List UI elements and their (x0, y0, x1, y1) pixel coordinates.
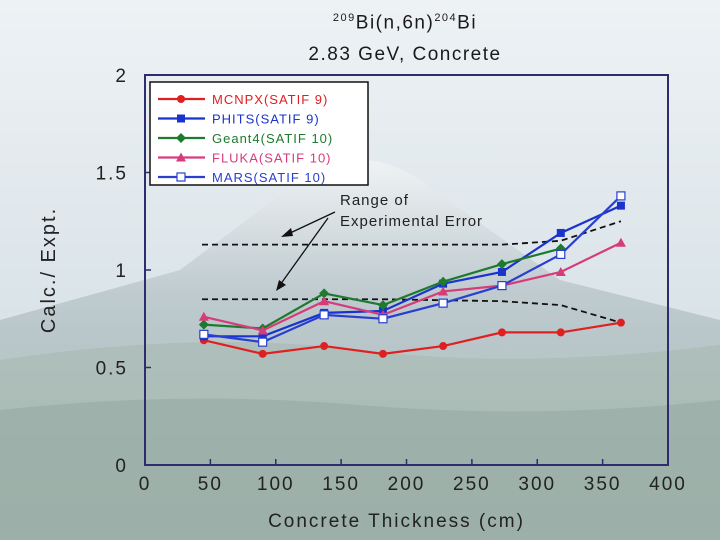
data-point (377, 300, 388, 311)
data-point (615, 237, 626, 247)
annotation-line1: Range of (340, 192, 409, 209)
data-point (497, 328, 506, 337)
chart-title: 209Bi(n,6n)204Bi (332, 12, 478, 34)
data-point (199, 329, 209, 339)
annotation-arrowhead (281, 228, 293, 237)
legend-label: FLUKA(SATIF 10) (212, 151, 332, 166)
legend-label: PHITS(SATIF 9) (212, 112, 320, 127)
annotation-line2: Experimental Error (340, 213, 483, 230)
x-tick-label: 300 (518, 474, 556, 495)
legend-label: Geant4(SATIF 10) (212, 131, 333, 146)
series-line (203, 241, 622, 332)
y-tick-label: 1 (115, 261, 128, 282)
x-tick-label: 100 (257, 474, 295, 495)
data-point (198, 319, 209, 330)
x-tick-label: 400 (649, 474, 687, 495)
data-point (176, 152, 186, 162)
y-axis-label: Calc./ Expt. (38, 207, 60, 333)
data-point (319, 296, 330, 306)
data-point (438, 276, 449, 287)
legend-label: MARS(SATIF 10) (212, 170, 326, 185)
y-tick-label: 2 (115, 66, 128, 87)
data-point (438, 298, 448, 308)
y-tick-label: 1.5 (96, 164, 128, 185)
data-point (556, 328, 565, 337)
data-point (497, 281, 507, 291)
series-line (203, 321, 622, 355)
data-point (319, 310, 329, 320)
data-point (177, 95, 185, 103)
annotation-arrow (287, 211, 336, 235)
data-point (556, 249, 566, 259)
data-point (496, 259, 507, 270)
error-range-upper (202, 220, 622, 246)
data-point (320, 342, 329, 351)
x-axis-label: Concrete Thickness (cm) (268, 511, 525, 532)
annotation-arrow (279, 217, 329, 286)
chart-subtitle: 2.83 GeV, Concrete (308, 44, 502, 65)
data-point (439, 342, 448, 351)
data-point (438, 286, 449, 296)
x-tick-label: 50 (198, 474, 223, 495)
x-tick-label: 200 (388, 474, 426, 495)
y-tick-label: 0 (115, 456, 128, 477)
data-point (198, 311, 209, 321)
data-point (378, 314, 388, 324)
data-point (319, 288, 330, 299)
data-point (177, 114, 185, 123)
data-point (616, 191, 626, 201)
legend-label: MCNPX(SATIF 9) (212, 92, 328, 107)
data-point (258, 349, 267, 358)
data-point (378, 349, 387, 358)
annotation-arrowhead (276, 280, 286, 291)
x-tick-label: 150 (322, 474, 360, 495)
data-point (258, 332, 267, 341)
x-tick-label: 250 (453, 474, 491, 495)
x-tick-label: 0 (139, 474, 152, 495)
y-tick-label: 0.5 (96, 359, 128, 380)
data-point (556, 228, 565, 237)
series-line (203, 195, 622, 344)
series-line (203, 204, 622, 338)
data-point (555, 266, 566, 276)
data-point (616, 201, 625, 210)
data-point (616, 318, 625, 327)
data-point (176, 133, 186, 143)
data-point (176, 172, 186, 182)
x-tick-label: 350 (584, 474, 622, 495)
data-point (257, 325, 268, 335)
data-point (258, 337, 268, 347)
data-point (497, 267, 506, 276)
